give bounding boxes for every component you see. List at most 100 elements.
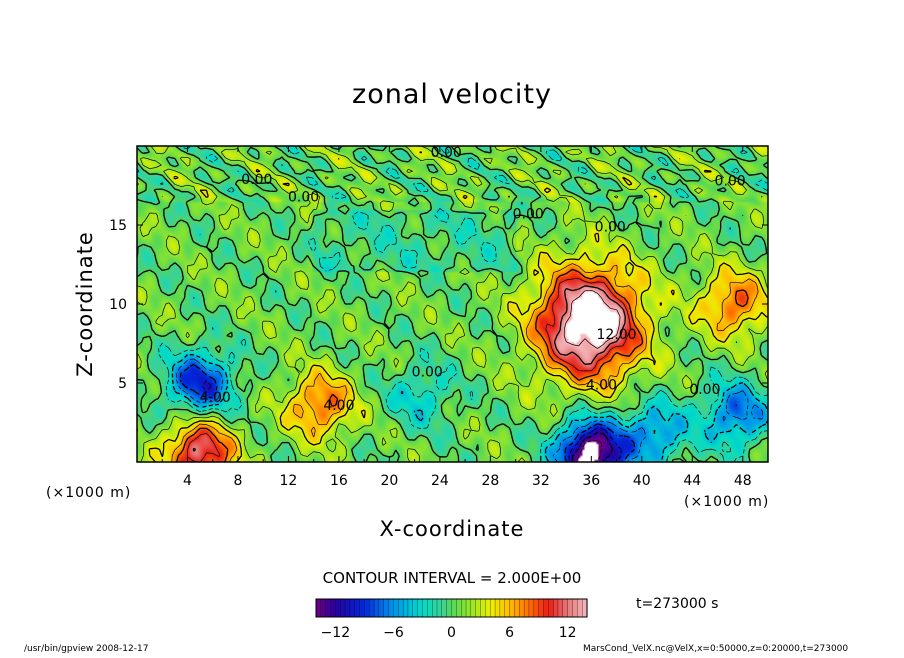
colorbar-cell [398, 598, 404, 618]
colorbar-tick-label: 6 [505, 625, 514, 641]
time-label: t=273000 s [636, 596, 718, 612]
colorbar-cell [572, 598, 578, 618]
colorbar-cell [441, 598, 448, 618]
contour-level-4 [148, 151, 768, 462]
colorbar-tick-label: 12 [559, 625, 577, 641]
x-unit-right: (×1000 m) [684, 494, 769, 510]
contour-level-10 [186, 278, 631, 462]
x-tick-label: 12 [280, 473, 298, 489]
contour-interval-label: CONTOUR INTERVAL = 2.000E+00 [323, 569, 582, 587]
colorbar-cell [349, 598, 356, 618]
contour-labels: 0.00 0.00 0.00 0.00 0.00 0.00 4.00 4.00 0.00 4.00… [200, 145, 746, 414]
colorbar-cell [402, 598, 409, 618]
colorbar: −12 −6 0 6 12 [315, 598, 588, 641]
colorbar-cell [436, 598, 443, 618]
contour-label: 0.00 [288, 189, 319, 205]
colorbar-cell [475, 598, 482, 618]
heatmap-field [137, 146, 768, 462]
colorbar-cell [480, 598, 486, 618]
colorbar-cell [422, 598, 428, 618]
x-tick-label: 40 [633, 473, 651, 489]
contour-level-14 [563, 289, 621, 349]
contour-lines [137, 146, 768, 462]
colorbar-cell [330, 598, 336, 618]
x-tick-label: 20 [380, 473, 398, 489]
colorbar-cell [543, 598, 549, 618]
contour-label: 0.00 [689, 382, 720, 398]
colorbar-ticks: −12 −6 0 6 12 [321, 625, 577, 641]
colorbar-cell [315, 598, 322, 618]
y-tick-label: 15 [109, 218, 127, 234]
footer-program: /usr/bin/gpview 2008-12-17 [24, 644, 148, 654]
contour-level-6 [171, 263, 759, 462]
x-tick-label: 48 [734, 473, 752, 489]
contour-level-m4 [171, 353, 768, 462]
colorbar-cell [446, 598, 453, 618]
colorbar-cell [504, 598, 511, 618]
colorbar-cell [359, 598, 365, 618]
x-tick-label: 36 [582, 473, 600, 489]
contour-level-8 [176, 268, 749, 462]
contour-label: 0.00 [715, 174, 746, 190]
colorbar-cell [562, 598, 569, 618]
colorbar-cell [320, 598, 327, 618]
x-tick-label: 16 [330, 473, 348, 489]
y-tick-label: 5 [118, 376, 127, 392]
x-tick-label: 4 [183, 473, 192, 489]
colorbar-cell [335, 598, 341, 618]
colorbar-cell [407, 598, 414, 618]
colorbar-cell [354, 598, 361, 618]
colorbar-cell [412, 598, 419, 618]
colorbar-cell [431, 598, 438, 618]
colorbar-cell [461, 598, 467, 618]
contour-level-2 [137, 146, 768, 462]
x-axis-label: X-coordinate [380, 517, 525, 541]
contour-label: 0.00 [431, 145, 462, 161]
colorbar-cell [325, 598, 332, 618]
colorbar-tick-label: −6 [383, 625, 404, 641]
x-tick-label: 32 [532, 473, 550, 489]
chart-title: zonal velocity [352, 79, 552, 110]
contour-level-m6 [175, 358, 764, 462]
colorbar-cell [373, 598, 380, 618]
contour-label: 0.00 [241, 172, 272, 188]
x-tick-label: 44 [683, 473, 701, 489]
colorbar-cell [393, 598, 399, 618]
colorbar-cells [315, 598, 588, 618]
heatmap-image [137, 146, 768, 462]
colorbar-cell [548, 598, 554, 618]
x-tick-label: 8 [233, 473, 242, 489]
contour-level-0 [137, 146, 768, 462]
colorbar-cell [456, 598, 462, 618]
contour-label: 0.00 [412, 365, 443, 381]
colorbar-cell [451, 598, 457, 618]
colorbar-cell [514, 598, 520, 618]
colorbar-cell [490, 598, 496, 618]
colorbar-cell [465, 598, 472, 618]
x-tick-label: 24 [431, 473, 449, 489]
colorbar-cell [383, 598, 390, 618]
colorbar-cell [538, 598, 544, 618]
colorbar-cell [523, 598, 530, 618]
colorbar-cell [499, 598, 506, 618]
colorbar-cell [369, 598, 375, 618]
y-axis-ticks: 5 10 15 [109, 218, 768, 392]
colorbar-cell [364, 598, 370, 618]
colorbar-tick-label: −12 [321, 625, 351, 641]
contour-label: 0.00 [513, 207, 544, 223]
colorbar-cell [340, 598, 346, 618]
contour-label: 0.00 [595, 219, 626, 235]
colorbar-cell [378, 598, 385, 618]
colorbar-cell [509, 598, 515, 618]
colorbar-cell [557, 598, 564, 618]
contour-level-m12 [571, 431, 614, 462]
colorbar-cell [567, 598, 574, 618]
colorbar-cell [388, 598, 394, 618]
colorbar-cell [519, 598, 525, 618]
contour-level-m10 [202, 380, 622, 462]
colorbar-cell [344, 598, 351, 618]
footer-source: MarsCond_VelX.nc@VelX,x=0:50000,z=0:2000… [583, 644, 848, 654]
colorbar-tick-label: 0 [447, 625, 456, 641]
colorbar-cell [577, 598, 583, 618]
